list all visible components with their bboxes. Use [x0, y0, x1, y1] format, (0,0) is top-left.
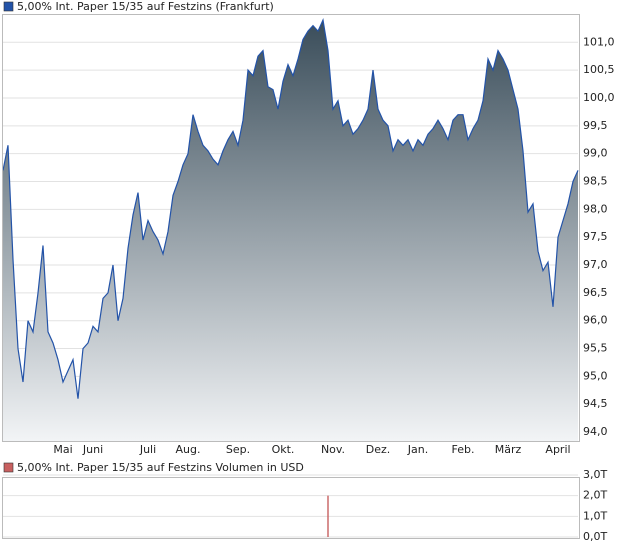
legend-label: 5,00% Int. Paper 15/35 auf Festzins (Fra… [17, 0, 274, 13]
volume-panel: 0,0T 1,0T 2,0T 3,0T [3, 468, 607, 543]
x-tick-label: Jan. [407, 443, 428, 456]
y-tick-label: 0,0T [583, 530, 607, 543]
x-tick-label: März [495, 443, 522, 456]
y-tick-label: 99,5 [583, 119, 608, 132]
y-tick-label: 2,0T [583, 489, 607, 502]
x-tick-label: Feb. [452, 443, 475, 456]
y-tick-label: 96,0 [583, 314, 608, 327]
y-tick-label: 96,5 [583, 286, 608, 299]
x-tick-label: Dez. [366, 443, 391, 456]
y-tick-label: 99,0 [583, 147, 608, 160]
y-tick-label: 94,5 [583, 397, 608, 410]
x-tick-label: April [545, 443, 570, 456]
price-panel: 94,0 94,5 95,0 95,5 96,0 96,5 97,0 97,5 98,0 98,5… [2, 17, 615, 456]
y-tick-label: 95,0 [583, 369, 608, 382]
x-tick-label: Okt. [272, 443, 295, 456]
x-tick-label: Aug. [176, 443, 201, 456]
y-tick-label: 97,0 [583, 258, 608, 271]
y-tick-label: 95,5 [583, 342, 608, 355]
y-tick-label: 94,0 [583, 425, 608, 438]
x-tick-label: Mai [53, 443, 72, 456]
legend-swatch [3, 1, 14, 12]
y-tick-label: 3,0T [583, 468, 607, 481]
line [2, 17, 579, 399]
y-tick-label: 98,5 [583, 175, 608, 188]
x-tick-label: Juni [82, 443, 103, 456]
y-tick-label: 100,5 [583, 63, 615, 76]
y-tick-label: 101,0 [583, 35, 615, 48]
bar [327, 495, 329, 537]
legend-swatch [3, 462, 14, 473]
legend-label: 5,00% Int. Paper 15/35 auf Festzins Volu… [17, 461, 304, 474]
y-tick-label: 100,0 [583, 91, 615, 104]
y-tick-label: 97,5 [583, 230, 608, 243]
y-tick-label: 98,0 [583, 202, 608, 215]
plot-frame [2, 14, 580, 442]
area [3, 20, 578, 441]
x-tick-label: Sep. [226, 443, 250, 456]
y-tick-label: 1,0T [583, 509, 607, 522]
plot-frame [2, 477, 580, 539]
x-tick-label: Juli [139, 443, 156, 456]
x-tick-label: Nov. [321, 443, 345, 456]
